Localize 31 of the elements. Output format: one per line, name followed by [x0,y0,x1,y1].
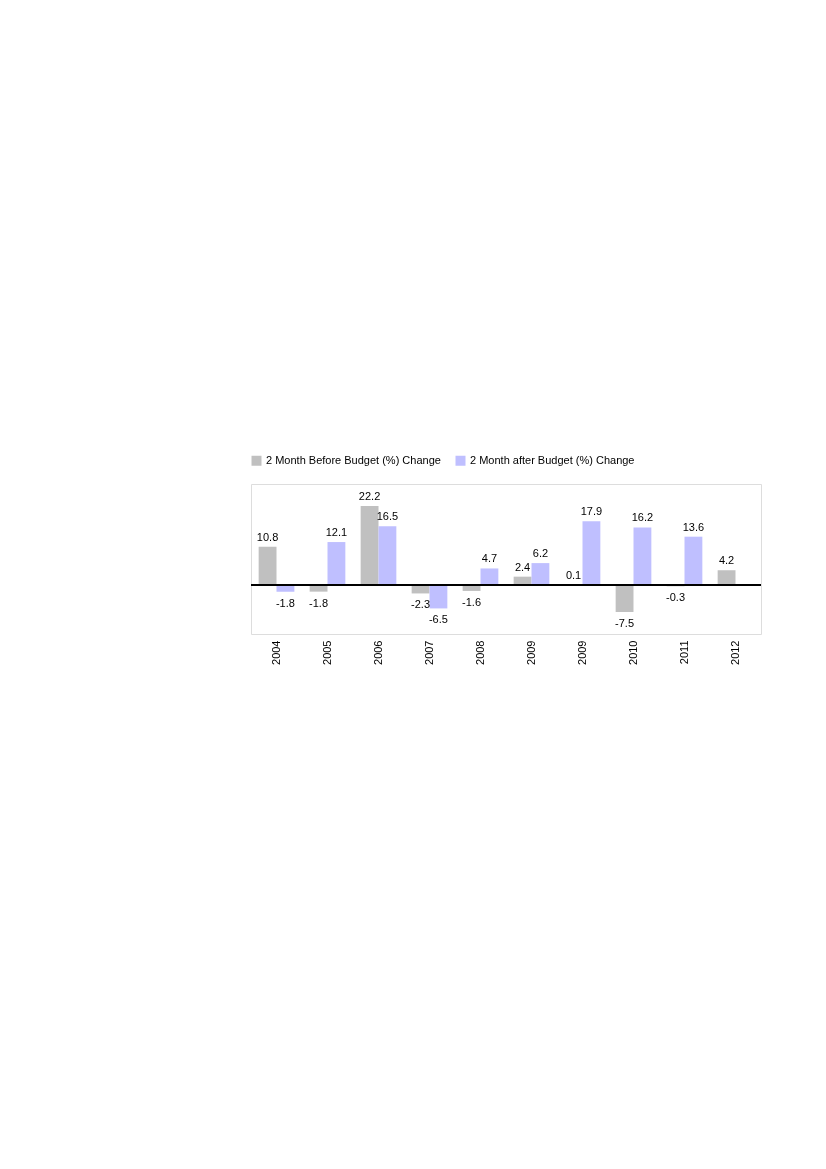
x-tick-label: 2009 [575,640,588,665]
x-tick-label: 2008 [473,640,486,665]
data-label: -6.5 [428,613,448,626]
data-label: -1.8 [309,596,329,609]
x-tick-label: 2010 [626,640,639,665]
x-tick-label: 2007 [422,640,435,665]
x-tick-label: 2011 [677,640,690,665]
legend-label: 2 Month after Budget (%) Change [470,453,635,466]
data-label: 22.2 [358,490,381,502]
x-tick-label: 2006 [371,640,384,665]
data-label: 0.1 [565,568,582,581]
data-label: -0.3 [666,591,686,604]
data-label: 13.6 [682,520,705,533]
x-tick-label: 2005 [320,640,333,665]
data-label: -1.8 [275,596,295,609]
data-label: 4.2 [718,554,735,567]
x-tick-label: 2009 [524,640,537,665]
data-label: 10.8 [256,530,279,543]
data-label: -1.6 [462,595,482,608]
data-label: 12.1 [325,526,348,539]
data-label: 17.9 [580,505,603,518]
data-label: -2.3 [411,598,431,611]
data-label: 16.2 [631,511,654,524]
data-label: 4.7 [481,552,498,565]
x-tick-label: 2012 [728,640,741,665]
data-label: 16.5 [376,510,399,523]
x-tick-label: 2004 [269,640,282,665]
data-label: -7.5 [615,617,635,629]
data-label: 6.2 [532,547,549,560]
legend-label: 2 Month Before Budget (%) Change [266,453,441,466]
data-label: 2.4 [514,560,531,573]
